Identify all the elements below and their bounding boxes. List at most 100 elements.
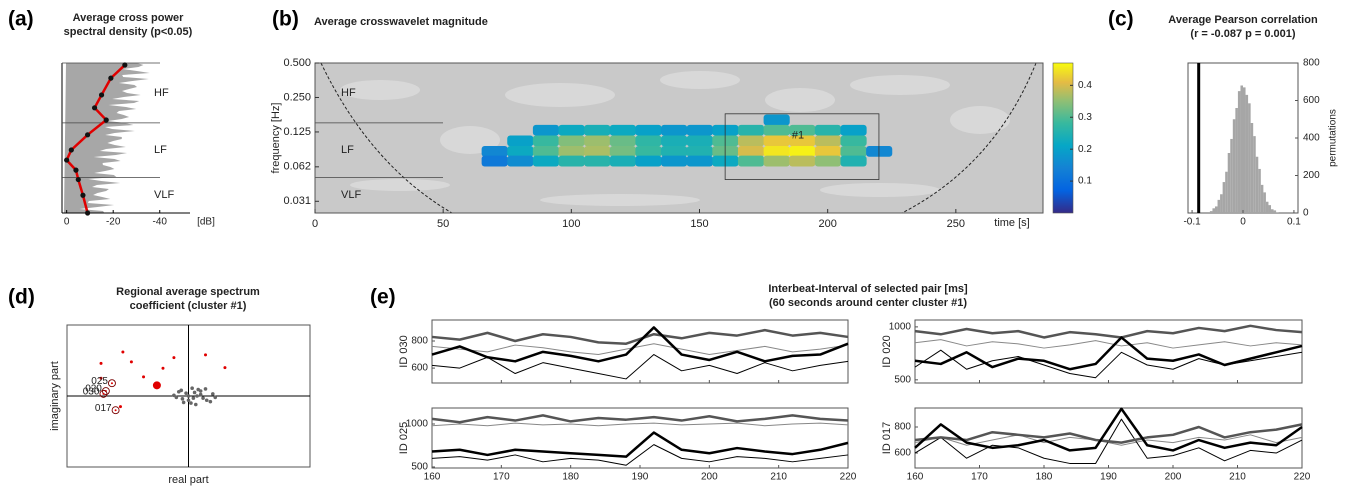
x-tick-label: 170 — [971, 472, 988, 483]
histogram-bar — [1230, 138, 1233, 213]
ibi-line — [431, 326, 849, 363]
heatmap-cell — [609, 145, 636, 157]
x-tick-label: 0 — [312, 218, 318, 230]
chart-subtitle: (60 seconds around center cluster #1) — [769, 297, 967, 309]
texture — [340, 80, 420, 100]
texture — [765, 88, 835, 112]
band-label: LF — [154, 144, 167, 156]
histogram-bar — [1253, 136, 1256, 213]
heatmap-cell — [661, 155, 688, 167]
x-tick-label: 170 — [493, 472, 510, 483]
histogram-bar — [1220, 194, 1223, 213]
y-tick-label: 600 — [894, 448, 911, 459]
heatmap-cell — [635, 135, 662, 147]
y-tick-label: 0.125 — [283, 126, 311, 138]
histogram-bar — [1212, 208, 1215, 213]
y-tick-label: 500 — [411, 462, 428, 473]
heatmap-cell — [609, 124, 636, 136]
cluster-box — [724, 113, 880, 180]
y-tick-label: 0.062 — [283, 161, 311, 173]
y-axis-label: ID 025 — [398, 422, 410, 454]
heatmap-cell — [763, 155, 790, 167]
x-axis-label: [dB] — [197, 217, 215, 228]
labeled-point — [99, 389, 108, 398]
heatmap-cell — [814, 135, 841, 147]
ibi-line — [914, 423, 1303, 444]
scatter-point — [180, 397, 185, 401]
scatter-point — [191, 396, 196, 400]
ibi-line — [431, 414, 849, 424]
colorbar-tick-label: 0.2 — [1078, 144, 1092, 155]
heatmap-cell — [609, 155, 636, 167]
texture — [950, 106, 1010, 134]
labeled-point — [108, 379, 116, 388]
scatter-point — [223, 366, 227, 370]
spectrum-line — [65, 64, 126, 214]
scatter-point — [121, 350, 125, 354]
y-tick-label: 0 — [1303, 208, 1309, 219]
scatter-point — [190, 386, 194, 390]
x-tick-label: 190 — [632, 472, 649, 483]
ibi-line — [914, 336, 1303, 371]
x-tick-label: 150 — [690, 218, 708, 230]
heatmap-cell — [840, 135, 867, 147]
heatmap-cell — [661, 135, 688, 147]
heatmap-cell — [737, 124, 765, 136]
x-tick-label: 250 — [947, 218, 965, 230]
heatmap-cell — [814, 145, 841, 157]
scatter-point — [129, 360, 133, 364]
histogram-bar — [1245, 94, 1249, 213]
spectrum-point — [98, 92, 105, 98]
spectrum-point — [85, 132, 91, 138]
heatmap-cell — [686, 135, 713, 147]
y-tick-label: 800 — [1303, 58, 1320, 69]
ibi-line — [431, 444, 849, 466]
spectrum-point — [75, 176, 81, 183]
point-label: 030 — [83, 387, 100, 398]
texture — [505, 83, 615, 107]
scatter-point — [99, 376, 103, 380]
scatter-point — [142, 375, 146, 379]
scatter-point — [118, 405, 122, 409]
heatmap-cell — [584, 155, 611, 167]
scatter-point — [179, 388, 184, 393]
heatmap-cell — [763, 124, 790, 136]
histogram-bar — [1209, 211, 1213, 213]
histogram-bar — [1276, 212, 1279, 213]
scatter-point — [201, 396, 205, 400]
histogram-bar — [1243, 87, 1246, 213]
heatmap-cell — [686, 155, 713, 167]
x-axis-label: real part — [168, 474, 208, 486]
y-tick-label: 1000 — [889, 322, 912, 333]
histogram-bar — [1250, 123, 1254, 213]
y-tick-label: 1000 — [406, 419, 429, 430]
heatmap-cell — [763, 145, 790, 157]
histogram-bar — [1248, 103, 1251, 213]
x-tick-label: -40 — [153, 217, 168, 228]
cone-of-influence — [320, 62, 1037, 214]
panel-label: (c) — [1108, 8, 1134, 31]
heatmap-cell — [584, 124, 611, 136]
heatmap-cell — [814, 155, 841, 167]
histogram-bar — [1222, 182, 1226, 213]
y-tick-label: 500 — [894, 374, 911, 385]
histogram-bar — [1207, 212, 1210, 213]
y-tick-label: 600 — [1303, 95, 1320, 106]
scatter-point — [189, 401, 193, 405]
spectrum-point — [80, 192, 86, 198]
heatmap-cell — [532, 135, 560, 147]
band-label: HF — [154, 87, 169, 99]
spectrum-point — [64, 157, 70, 163]
x-tick-label: 200 — [701, 472, 718, 483]
colorbar-tick-label: 0.1 — [1078, 176, 1092, 187]
y-axis-label: imaginary part — [49, 361, 61, 431]
heatmap-cell — [814, 124, 841, 136]
scatter-point — [161, 366, 165, 370]
heatmap-cell — [481, 145, 508, 157]
heatmap-cell — [584, 145, 611, 157]
y-tick-label: 600 — [411, 363, 428, 374]
histogram-bar — [1263, 192, 1266, 213]
heatmap-cell — [635, 145, 662, 157]
texture — [660, 71, 740, 89]
chart-title: Average cross power — [73, 12, 185, 24]
